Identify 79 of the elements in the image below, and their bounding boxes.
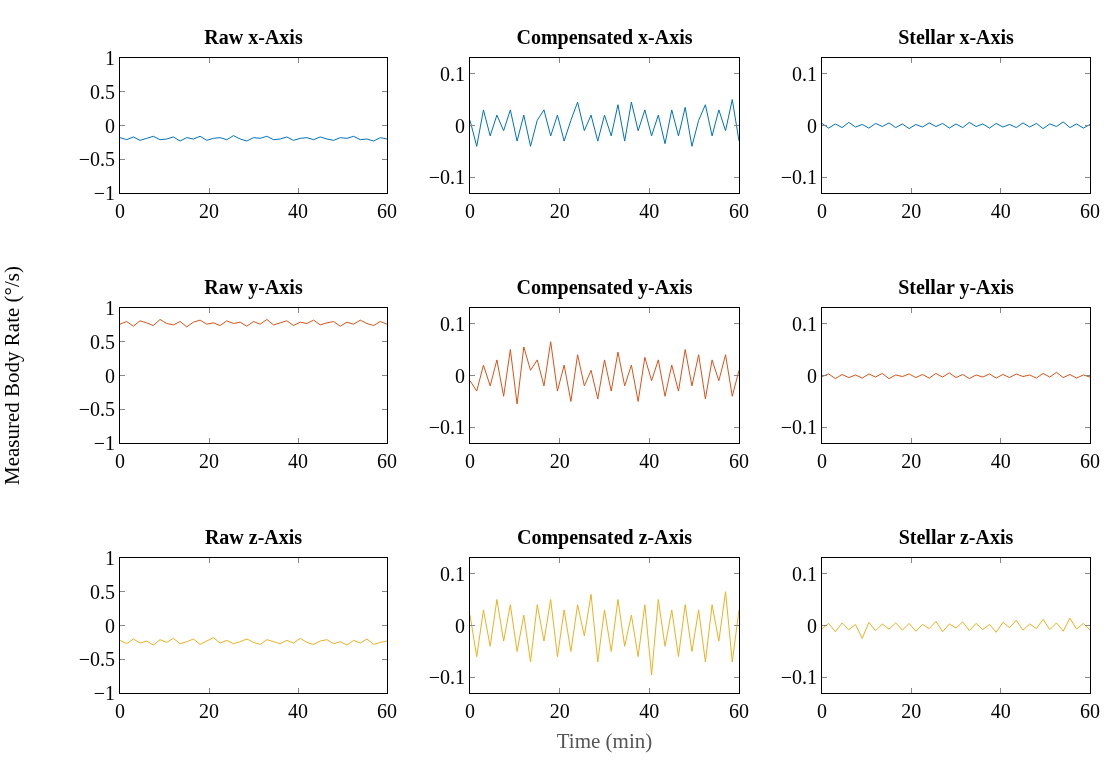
x-tick-label: 40 <box>288 700 308 722</box>
x-tick-label: 60 <box>729 200 749 222</box>
y-tick-label: −0.1 <box>780 166 817 189</box>
y-tick-label: 0.1 <box>792 62 817 85</box>
x-tick-label: 20 <box>549 200 570 222</box>
y-tick-label: 1 <box>105 47 115 69</box>
y-tick-label: 0 <box>807 114 817 137</box>
y-tick-label: 0 <box>807 364 817 387</box>
x-tick-label: 60 <box>1080 450 1100 472</box>
x-tick-label: 40 <box>639 450 660 472</box>
y-tick-label: 0 <box>455 114 465 137</box>
y-tick-label: 0 <box>807 614 817 637</box>
x-tick-label: 60 <box>1080 200 1100 222</box>
chart-title: Stellar z-Axis <box>898 526 1014 548</box>
x-tick-label: 40 <box>639 700 660 722</box>
y-tick-label: 1 <box>105 547 115 569</box>
chart-title: Compensated x-Axis <box>516 26 693 49</box>
x-tick-label: 60 <box>729 700 749 722</box>
y-tick-label: 0 <box>105 114 115 137</box>
y-tick-label: −1 <box>93 182 115 204</box>
x-tick-label: 60 <box>729 450 749 472</box>
x-tick-label: 40 <box>990 200 1011 222</box>
y-tick-label: 0.1 <box>440 62 465 85</box>
line-series <box>822 121 1090 130</box>
x-tick-label: 60 <box>377 700 397 722</box>
x-tick-label: 40 <box>288 200 308 222</box>
x-tick-label: 20 <box>901 700 922 722</box>
y-tick-label: −0.5 <box>78 398 115 421</box>
chart-title: Compensated y-Axis <box>516 276 693 299</box>
y-tick-label: −1 <box>93 432 115 454</box>
x-tick-label: 20 <box>199 200 219 222</box>
y-tick-label: −0.1 <box>428 666 465 689</box>
x-tick-label: 60 <box>1080 700 1100 722</box>
line-series <box>470 99 739 147</box>
line-series <box>822 371 1090 380</box>
line-series <box>822 617 1090 639</box>
x-tick-label: 20 <box>549 450 570 472</box>
y-tick-label: 0.1 <box>440 562 465 585</box>
y-tick-label: 0.5 <box>90 330 115 353</box>
chart-title: Stellar y-Axis <box>898 276 1015 299</box>
chart-title: Raw z-Axis <box>204 526 303 548</box>
y-tick-label: −0.1 <box>780 666 817 689</box>
y-tick-label: 0.1 <box>440 312 465 335</box>
x-tick-label: 40 <box>990 700 1011 722</box>
y-tick-label: 0 <box>105 364 115 387</box>
line-series <box>470 341 739 405</box>
y-tick-label: 1 <box>105 297 115 319</box>
chart-title: Raw x-Axis <box>204 26 303 48</box>
x-tick-label: 60 <box>377 450 397 472</box>
x-tick-label: 20 <box>199 700 219 722</box>
y-tick-label: 0.5 <box>90 580 115 603</box>
chart-title: Raw y-Axis <box>204 276 303 299</box>
x-tick-label: 60 <box>377 200 397 222</box>
x-tick-label: 20 <box>199 450 219 472</box>
y-tick-label: 0.1 <box>792 562 817 585</box>
x-tick-label: 20 <box>901 200 922 222</box>
x-tick-label: 40 <box>288 450 308 472</box>
y-tick-label: −0.1 <box>428 416 465 439</box>
line-series <box>120 637 387 646</box>
y-tick-label: 0.5 <box>90 80 115 103</box>
line-series <box>470 591 739 676</box>
y-tick-label: 0 <box>455 364 465 387</box>
y-tick-label: 0 <box>455 614 465 637</box>
x-axis-title: Time (min) <box>556 729 653 754</box>
y-tick-label: −1 <box>93 682 115 704</box>
x-tick-label: 40 <box>639 200 660 222</box>
chart-title: Stellar x-Axis <box>898 26 1015 48</box>
y-tick-label: 0 <box>105 614 115 637</box>
y-tick-label: −0.1 <box>428 166 465 189</box>
y-axis-title: Measured Body Rate (°/s) <box>0 266 24 485</box>
y-tick-label: −0.5 <box>78 648 115 671</box>
x-tick-label: 40 <box>990 450 1011 472</box>
line-series <box>120 318 387 328</box>
chart-title: Compensated z-Axis <box>517 526 693 549</box>
y-tick-label: 0.1 <box>792 312 817 335</box>
y-tick-label: −0.5 <box>78 148 115 171</box>
x-tick-label: 20 <box>549 700 570 722</box>
y-tick-label: −0.1 <box>780 416 817 439</box>
x-tick-label: 20 <box>901 450 922 472</box>
